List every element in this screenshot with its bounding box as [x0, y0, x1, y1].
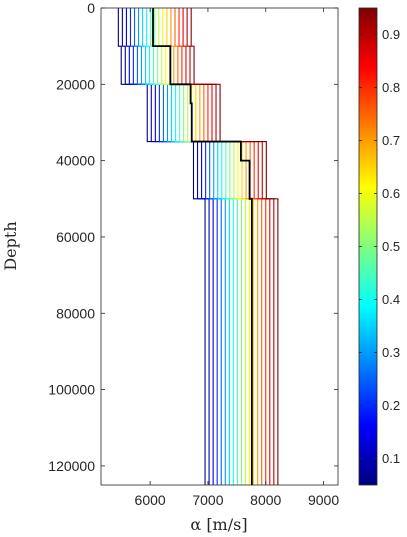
y-tick-label: 0 — [87, 0, 95, 16]
colorbar-tick-label: 0.5 — [382, 239, 400, 254]
plot-frame — [100, 7, 339, 486]
quantile-series-line — [162, 8, 251, 485]
colorbar-tick-label: 0.2 — [382, 398, 400, 413]
y-axis-ticks: 0 20000 40000 60000 80000 100000 120000 — [48, 0, 338, 474]
x-axis-label: α [m/s] — [190, 515, 247, 534]
quantile-series-line — [158, 8, 247, 485]
colorbar-tick-label: 0.1 — [382, 451, 400, 466]
quantile-series-line — [146, 8, 234, 485]
quantile-series-line — [129, 8, 218, 485]
quantile-series-line — [174, 8, 263, 485]
y-tick-label: 100000 — [48, 382, 95, 398]
quantile-series-line — [117, 8, 206, 485]
quantile-series-line — [190, 8, 279, 485]
quantile-series-line — [182, 8, 271, 485]
x-tick-label: 8000 — [250, 492, 281, 508]
colorbar-ticks: 0.1 0.2 0.3 0.4 0.5 0.6 0.7 0.8 0.9 — [359, 27, 400, 466]
median-line-group — [152, 8, 253, 485]
quantile-series-line — [133, 8, 222, 485]
x-tick-label: 9000 — [308, 492, 339, 508]
quantile-series-line — [121, 8, 210, 485]
y-tick-label: 60000 — [56, 229, 95, 245]
quantile-series-line — [178, 8, 267, 485]
y-tick-label: 120000 — [48, 458, 95, 474]
colorbar-tick-label: 0.9 — [382, 27, 400, 42]
quantile-series-line — [170, 8, 259, 485]
x-axis-ticks: 6000 7000 8000 9000 — [135, 8, 339, 508]
quantile-series-line — [166, 8, 255, 485]
x-tick-label: 6000 — [135, 492, 166, 508]
quantile-series-line — [125, 8, 214, 485]
median-series-line — [152, 8, 253, 485]
plot-area: 6000 7000 8000 9000 0 20000 40000 60000 80000 10… — [48, 0, 339, 508]
series-lines — [117, 8, 279, 485]
quantile-series-line — [142, 8, 230, 485]
y-axis-label: Depth — [1, 221, 20, 270]
colorbar-tick-label: 0.7 — [382, 133, 400, 148]
y-tick-label: 40000 — [56, 153, 95, 169]
quantile-series-line — [186, 8, 275, 485]
colorbar-tick-label: 0.6 — [382, 186, 400, 201]
quantile-series-line — [138, 8, 226, 485]
y-tick-label: 80000 — [56, 305, 95, 321]
colorbar-tick-label: 0.3 — [382, 345, 400, 360]
x-tick-label: 7000 — [192, 492, 223, 508]
colorbar: 0.1 0.2 0.3 0.4 0.5 0.6 0.7 0.8 0.9 — [358, 7, 400, 486]
colorbar-tick-label: 0.4 — [382, 292, 400, 307]
colorbar-tick-label: 0.8 — [382, 80, 400, 95]
quantile-series-line — [154, 8, 243, 485]
y-tick-label: 20000 — [56, 76, 95, 92]
